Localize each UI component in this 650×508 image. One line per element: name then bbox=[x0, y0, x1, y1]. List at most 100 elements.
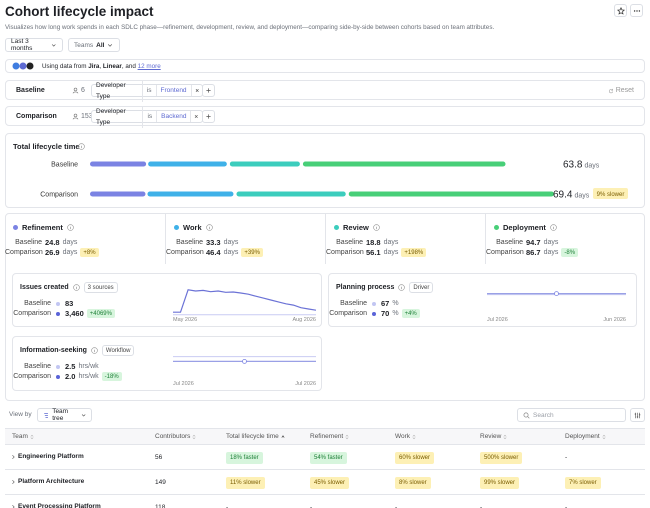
cohort-name: Baseline bbox=[16, 87, 45, 94]
info-icon bbox=[205, 224, 213, 231]
phase-header: Work bbox=[174, 223, 213, 232]
teams-table: Team Contributors Total lifecycle time Refi… bbox=[5, 428, 645, 508]
change-badge bbox=[593, 188, 628, 199]
metric-unit: days bbox=[383, 249, 399, 256]
column-title: Refinement bbox=[310, 433, 344, 440]
cohort-label: Comparison bbox=[5, 249, 43, 256]
reset-button[interactable]: Reset bbox=[608, 87, 634, 94]
phase-header: Review bbox=[334, 223, 380, 232]
team-cell[interactable]: Platform Architecture bbox=[10, 478, 84, 485]
column-header[interactable]: Contributors bbox=[155, 433, 197, 440]
metric-header: Planning process Driver bbox=[336, 282, 434, 293]
table-row: Engineering Platform 56 18% faster 54% fast… bbox=[5, 445, 645, 470]
column-header[interactable]: Refinement bbox=[310, 433, 350, 440]
chevR-icon bbox=[12, 504, 15, 508]
more-icon bbox=[633, 9, 640, 12]
bar-segment bbox=[302, 161, 506, 167]
cohort-label: Baseline bbox=[24, 363, 51, 370]
axis-label: May 2026 bbox=[173, 317, 198, 323]
plus-icon bbox=[206, 114, 211, 119]
metric-title: Information-seeking bbox=[20, 347, 87, 354]
cohort-dot bbox=[372, 301, 376, 306]
source-icons bbox=[12, 62, 34, 70]
period-filter[interactable]: Last 3 months bbox=[5, 38, 63, 52]
team-cell[interactable]: Event Processing Platform bbox=[10, 503, 101, 508]
sort-icon bbox=[345, 434, 349, 439]
column-title: Team bbox=[12, 433, 28, 440]
reset-icon bbox=[608, 88, 613, 93]
comparison-cell: 18% faster bbox=[226, 452, 263, 464]
search-box[interactable]: Search bbox=[517, 408, 626, 422]
sources-part: Using data from bbox=[42, 62, 89, 70]
table-row: Platform Architecture 149 11% slower 45% sl… bbox=[5, 470, 645, 495]
column-header[interactable]: Deployment bbox=[565, 433, 607, 440]
column-title: Review bbox=[480, 433, 502, 440]
comparison-cell: 45% slower bbox=[310, 477, 350, 489]
comparison-cell: - bbox=[565, 454, 568, 461]
metric-unit: % bbox=[392, 300, 399, 307]
bar-segment bbox=[90, 161, 147, 167]
sources-part: Jira bbox=[88, 62, 100, 70]
column-header[interactable]: Team bbox=[12, 433, 35, 440]
baseline-row: Baseline 2.5 hrs/wk bbox=[13, 362, 99, 371]
column-header[interactable]: Total lifecycle time bbox=[226, 433, 286, 440]
cohort-row: Baseline 6 Developer Type is Frontend Reset bbox=[5, 79, 645, 102]
metric-title: Planning process bbox=[336, 284, 395, 291]
settings-icon bbox=[634, 412, 641, 418]
bar-segment bbox=[147, 191, 234, 197]
phase-dot bbox=[174, 225, 179, 230]
cohort-label: Comparison bbox=[486, 249, 524, 256]
cohort-row: Comparison 153 Developer Type is Backend bbox=[5, 105, 645, 128]
metric-unit: days bbox=[223, 239, 239, 246]
chevron-icon bbox=[81, 414, 86, 417]
cohort-label: Comparison bbox=[13, 373, 51, 380]
team-cell[interactable]: Engineering Platform bbox=[10, 453, 84, 460]
column-title: Deployment bbox=[565, 433, 600, 440]
info-icon bbox=[398, 284, 406, 291]
phase-header: Refinement bbox=[13, 223, 74, 232]
info-icon bbox=[72, 284, 80, 291]
cohort-dot bbox=[372, 311, 376, 316]
column-header[interactable]: Work bbox=[395, 433, 417, 440]
add-filter-button[interactable] bbox=[202, 84, 215, 97]
cohort-dot bbox=[56, 311, 60, 316]
teams-filter[interactable]: Teams All bbox=[68, 38, 120, 52]
baseline-row: Baseline 33.3 days bbox=[166, 238, 238, 247]
info-icon bbox=[373, 224, 380, 231]
table-header: Team Contributors Total lifecycle time Refi… bbox=[5, 429, 645, 445]
column-header[interactable]: Review bbox=[480, 433, 508, 440]
cohort-label: Comparison bbox=[326, 249, 364, 256]
person-icon bbox=[72, 113, 79, 120]
baseline-row: Baseline 67% bbox=[329, 299, 399, 308]
change-badge: +4% bbox=[401, 309, 420, 318]
bar-segment bbox=[229, 161, 300, 167]
metric-unit: days bbox=[62, 249, 78, 256]
bar-label: Comparison bbox=[40, 192, 78, 199]
sources-more-link[interactable]: 12 more bbox=[137, 62, 161, 70]
view-select[interactable]: Team tree bbox=[37, 408, 92, 422]
change-badge: +4069% bbox=[86, 309, 115, 318]
trend-chart bbox=[173, 289, 316, 316]
metric-value: 86.7 bbox=[526, 248, 541, 257]
teams-value: All bbox=[96, 41, 105, 49]
comparison-row: Comparison 46.4 days +39% bbox=[166, 248, 263, 257]
reset-label: Reset bbox=[615, 87, 634, 94]
contributors-cell: 118 bbox=[155, 504, 166, 508]
settings-button[interactable] bbox=[630, 408, 645, 422]
metric-unit: % bbox=[392, 310, 399, 317]
comparison-row: Comparison 3,460 +4069% bbox=[13, 309, 115, 318]
comparison-cell: - bbox=[310, 504, 313, 508]
comparison-cell: 7% slower bbox=[565, 477, 601, 489]
star-button[interactable] bbox=[614, 4, 627, 17]
axis-label: Jun 2026 bbox=[603, 317, 626, 323]
add-filter-button[interactable] bbox=[202, 110, 215, 123]
phase-card: Refinement Baseline 24.8 days Comparison 26.9… bbox=[5, 214, 165, 264]
more-button[interactable] bbox=[630, 4, 643, 17]
sort-icon bbox=[193, 434, 196, 439]
metric-value: 2.0 bbox=[65, 372, 76, 381]
trend-chart bbox=[487, 291, 626, 297]
cohort-count: 153 bbox=[81, 113, 93, 120]
comparison-cell: - bbox=[480, 504, 483, 508]
metric-value: 46.4 bbox=[206, 248, 221, 257]
